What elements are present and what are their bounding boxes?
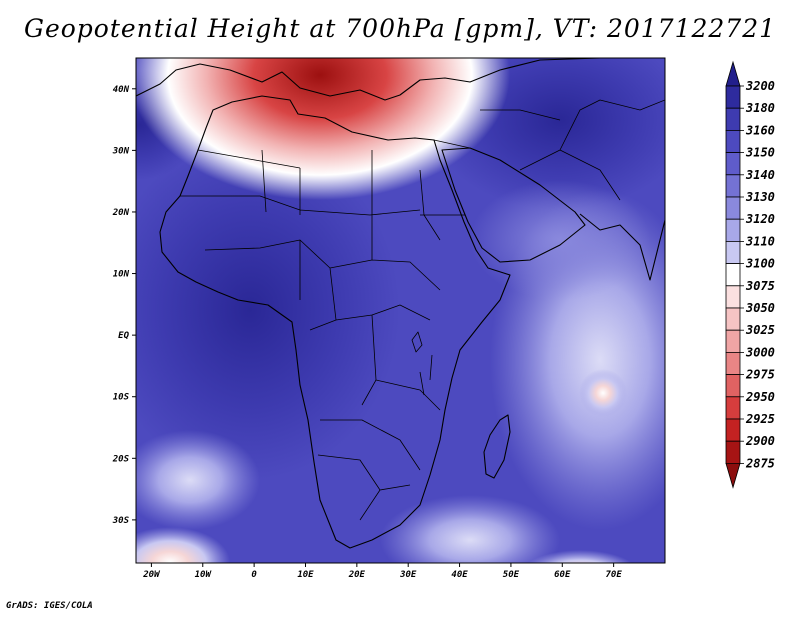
lat-tick-label-1: 30N [112, 146, 130, 156]
colorbar-label-5: 3130 [745, 190, 775, 204]
colorbar-box-17 [725, 440, 741, 464]
lon-tick-label-7: 50E [503, 570, 520, 580]
inland-lakes [411, 331, 433, 396]
lat-tick-label-3: 10N [113, 270, 130, 280]
border-lines [180, 99, 665, 521]
lon-tick-label-8: 60E [554, 570, 571, 580]
colorbar-label-10: 3050 [745, 301, 775, 315]
lat-tick-label-5: 10S [113, 393, 130, 403]
colorbar-label-1: 3180 [745, 101, 775, 115]
lat-tick-label-0: 40N [113, 85, 130, 95]
lon-tick-label-5: 30E [399, 570, 417, 580]
asia-coast [579, 213, 665, 281]
lat-tick-label-6: 20S [112, 454, 130, 464]
lon-tick-label-6: 40E [451, 570, 468, 580]
field-pale-southwest [136, 527, 230, 563]
colorbar-box-9 [725, 263, 741, 287]
colorbar-label-12: 3000 [745, 345, 775, 359]
map-frame [135, 57, 666, 564]
colorbar-box-14 [725, 374, 741, 398]
colorbar-box-4 [725, 152, 741, 176]
colorbar-arrow-bottom [725, 463, 741, 489]
colorbar-label-16: 2900 [745, 434, 775, 448]
colorbar-box-15 [725, 396, 741, 420]
field-light-south-indian [380, 495, 560, 563]
colorbar-label-9: 3075 [745, 279, 775, 293]
height-field [136, 58, 665, 563]
colorbar-arrow-top [725, 60, 741, 87]
colorbar-label-4: 3140 [745, 168, 775, 182]
lon-tick-label-2: 0 [251, 570, 257, 580]
colorbar-label-11: 3025 [745, 323, 775, 337]
field-mid-arabian-sea [470, 180, 650, 300]
lon-tick-label-0: 20W [142, 570, 161, 580]
lon-tick-label-4: 20E [348, 570, 366, 580]
colorbar-box-6 [725, 196, 741, 220]
arabian-peninsula-coast [441, 147, 586, 263]
colorbar-label-14: 2950 [745, 390, 775, 404]
field-light-south-atlantic [136, 430, 260, 530]
madagascar-coast [483, 414, 511, 479]
lat-tick-label-2: 20N [112, 208, 130, 218]
colorbar-box-8 [725, 240, 741, 264]
grads-credit: GrADS: IGES/COLA [6, 601, 93, 611]
colorbar-box-16 [725, 418, 741, 442]
colorbar: 3200 3180 3160 3150 3140 3130 3120 3110 3100 3075… [725, 60, 775, 489]
colorbar-label-0: 3200 [745, 79, 775, 93]
colorbar-box-5 [725, 174, 741, 198]
colorbar-label-17: 2875 [745, 456, 775, 470]
colorbar-box-13 [725, 351, 741, 375]
colorbar-box-10 [725, 285, 741, 309]
colorbar-box-3 [725, 129, 741, 153]
colorbar-label-13: 2975 [745, 368, 775, 382]
colorbar-box-1 [725, 85, 741, 109]
field-pale-southeast [527, 550, 633, 563]
lon-tick-label-1: 10W [195, 570, 213, 580]
lon-tick-label-3: 10E [297, 570, 314, 580]
field-low-mediterranean [136, 58, 510, 200]
europe-coast [136, 58, 665, 101]
colorbar-box-7 [725, 218, 741, 242]
colorbar-label-7: 3110 [745, 234, 775, 248]
colorbar-label-15: 2925 [745, 412, 775, 426]
lat-tick-label-4: EQ [118, 331, 129, 341]
colorbar-label-8: 3100 [745, 257, 775, 271]
colorbar-box-2 [725, 107, 741, 131]
colorbar-label-3: 3150 [745, 146, 775, 160]
colorbar-box-11 [725, 307, 741, 331]
coastlines-and-borders [136, 58, 665, 549]
colorbar-label-2: 3160 [745, 123, 775, 137]
africa-coastline [159, 95, 511, 549]
map-title: Geopotential Height at 700hPa [gpm], VT:… [23, 14, 777, 43]
lon-tick-label-9: 70E [606, 570, 623, 580]
map-axes: 20W 10W 0 10E 20E 30E 40E 50E 60E 70E 40N 30N 20N 10N… [112, 85, 623, 580]
lat-tick-label-7: 30S [112, 516, 130, 526]
field-pale-spot [579, 369, 627, 417]
colorbar-label-6: 3120 [745, 212, 775, 226]
colorbar-box-12 [725, 329, 741, 353]
field-dark-central [136, 140, 400, 480]
